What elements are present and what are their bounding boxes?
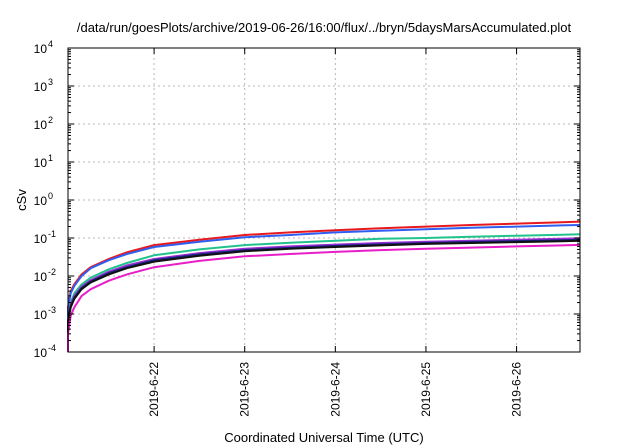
y-tick-label: 10: [34, 156, 48, 170]
x-tick-label: 2019-6-23: [238, 362, 252, 417]
y-tick-label: 10: [34, 42, 48, 56]
y-tick-exponent: -3: [48, 305, 56, 315]
y-tick-label: 10: [34, 308, 48, 322]
series-line-5: [67, 238, 581, 352]
y-tick-label: 10: [34, 346, 48, 360]
x-tick-labels: 2019-6-22 2019-6-23 2019-6-24 2019-6-25 2019…: [147, 362, 523, 417]
y-tick-exponent: 3: [48, 77, 53, 87]
grid: [68, 48, 580, 352]
x-tick-label: 2019-6-25: [419, 362, 433, 417]
x-tick-label: 2019-6-26: [510, 362, 524, 417]
axis-ticks: [68, 47, 580, 353]
y-tick-exponent: -1: [48, 229, 56, 239]
y-tick-label: 10: [34, 270, 48, 284]
chart-title: /data/run/goesPlots/archive/2019-06-26/1…: [77, 20, 572, 35]
series-line-4: [67, 237, 581, 352]
series-group: [67, 220, 581, 352]
series-line-2: [67, 224, 581, 352]
y-tick-label: 10: [34, 80, 48, 94]
y-tick-label: 10: [34, 232, 48, 246]
y-axis-label: cSv: [14, 189, 29, 211]
y-tick-exponent: 0: [48, 191, 53, 201]
series-line-7: [67, 243, 581, 352]
x-axis-label: Coordinated Universal Time (UTC): [224, 430, 423, 445]
series-line-3: [67, 233, 581, 352]
y-tick-exponent: 4: [48, 39, 53, 49]
y-tick-exponent: -2: [48, 267, 56, 277]
y-tick-exponent: -4: [48, 343, 56, 353]
y-tick-exponent: 1: [48, 153, 53, 163]
y-tick-label: 10: [34, 194, 48, 208]
y-tick-exponent: 2: [48, 115, 53, 125]
y-tick-label: 10: [34, 118, 48, 132]
x-tick-label: 2019-6-24: [328, 362, 342, 417]
series-line-6: [67, 239, 581, 352]
x-tick-label: 2019-6-22: [147, 362, 161, 417]
